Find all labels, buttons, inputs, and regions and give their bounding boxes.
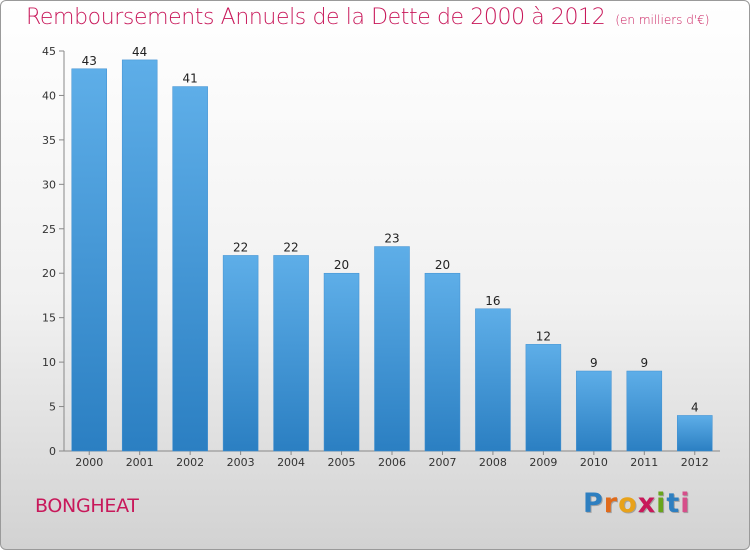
bar-2011 [626,370,663,452]
value-label: 41 [183,72,198,86]
chart-subtitle: (en milliers d'€) [615,13,710,27]
bar-2012 [677,415,713,452]
x-tick-label: 2007 [428,456,456,469]
x-tick-label: 2010 [580,456,608,469]
bar-2006 [374,246,410,452]
proxiti-logo: Proxiti [583,488,691,519]
value-label: 44 [132,45,147,59]
commune-name: BONGHEAT [35,495,139,517]
x-tick-label: 2011 [630,456,658,469]
logo-letter: r [603,488,619,519]
bar-2004 [273,255,309,452]
bar-2005 [323,272,360,452]
x-tick-label: 2006 [378,456,406,469]
value-label: 9 [590,356,598,370]
bar-2000 [71,68,107,452]
value-label: 23 [384,232,399,246]
x-tick-label: 2004 [277,456,305,469]
chart-title-text: Remboursements Annuels de la Dette de 20… [26,5,606,30]
x-tick-label: 2001 [126,456,154,469]
value-labels: 43 44 41 22 22 20 23 20 16 12 9 9 4 [82,45,699,415]
bar-2009 [525,344,562,452]
bar-2003 [222,255,259,452]
y-tick-label: 10 [42,356,56,369]
y-tick-label: 35 [42,134,56,147]
logo-letter: P [583,488,604,519]
value-label: 22 [283,240,298,254]
x-tick-label: 2005 [328,456,356,469]
value-label: 12 [536,329,551,343]
value-label: 9 [640,356,648,370]
value-label: 16 [485,294,500,308]
bars [71,59,713,452]
y-tick-label: 45 [42,45,56,58]
y-tick-label: 0 [49,445,56,458]
value-label: 4 [691,400,699,414]
logo-letter: x [637,488,657,519]
x-tick-label: 2009 [529,456,557,469]
logo-letter: t [666,488,681,519]
y-tick-label: 15 [42,312,56,325]
bar-2002 [172,86,208,452]
x-tick-label: 2003 [227,456,255,469]
logo-letter: i [656,488,667,519]
value-label: 20 [334,258,349,272]
bar-2010 [576,370,612,452]
x-tick-label: 2012 [681,456,709,469]
chart-title: Remboursements Annuels de la Dette de 20… [26,5,709,30]
bar-2008 [475,308,511,452]
y-tick-label: 20 [42,267,56,280]
logo-letter: i [680,488,691,519]
x-tick-label: 2008 [479,456,507,469]
y-tick-label: 25 [42,223,56,236]
bar-2007 [424,272,461,452]
x-tick-label: 2000 [75,456,103,469]
bar-2001 [121,59,158,452]
value-label: 20 [435,258,450,272]
y-tick-label: 5 [49,401,56,414]
x-tick-label: 2002 [176,456,204,469]
y-tick-label: 40 [42,89,56,102]
y-tick-label: 30 [42,178,56,191]
value-label: 43 [82,54,97,68]
value-label: 22 [233,240,248,254]
logo-letter: o [618,488,638,519]
